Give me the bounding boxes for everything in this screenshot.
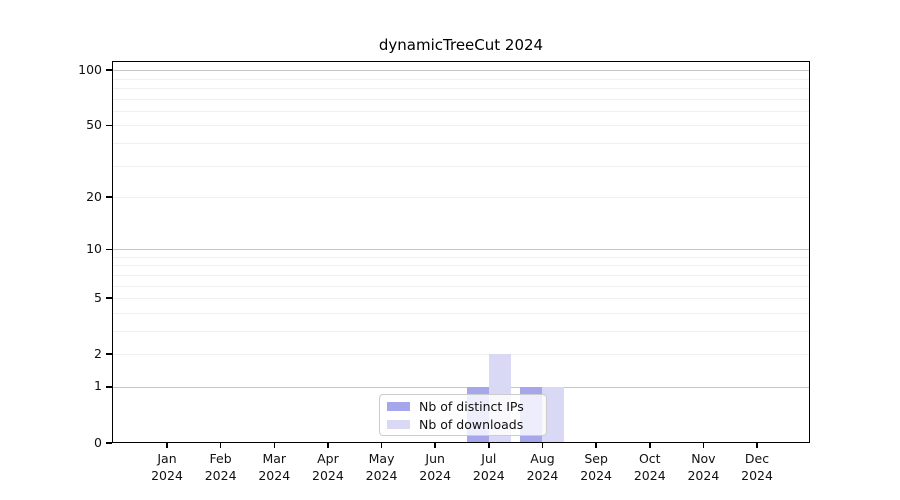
legend-label-distinct-ips: Nb of distinct IPs — [419, 398, 524, 414]
grid-line-minor — [112, 274, 810, 276]
grid-line-major — [112, 386, 810, 388]
x-tick-month: Jul — [481, 451, 497, 466]
x-tick-mark — [756, 443, 758, 448]
x-tick-label-feb: Feb 2024 — [191, 450, 251, 484]
grid-line-minor — [112, 78, 810, 80]
x-tick-mark — [649, 443, 651, 448]
y-tick-mark — [106, 248, 112, 250]
x-tick-label-oct: Oct 2024 — [620, 450, 680, 484]
legend-label-downloads: Nb of downloads — [419, 416, 524, 432]
y-tick-mark — [106, 353, 112, 355]
grid-line-minor — [112, 165, 810, 167]
x-tick-month: Nov — [691, 451, 716, 466]
y-tick-label: 20 — [86, 188, 102, 204]
x-tick-year: 2024 — [419, 468, 452, 483]
y-tick-label: 10 — [86, 240, 102, 256]
x-tick-month: Jan — [157, 451, 177, 466]
x-tick-year: 2024 — [312, 468, 344, 483]
y-tick-mark — [106, 442, 112, 444]
x-tick-mark — [434, 443, 436, 448]
grid-line-minor — [112, 125, 810, 127]
grid-line-minor — [112, 142, 810, 144]
x-tick-year: 2024 — [258, 468, 291, 483]
x-tick-year: 2024 — [151, 468, 183, 483]
grid-line-minor — [112, 110, 810, 112]
x-tick-month: Apr — [317, 451, 339, 466]
x-tick-month: Mar — [262, 451, 287, 466]
chart-title: dynamicTreeCut 2024 — [378, 36, 544, 54]
x-tick-mark — [702, 443, 705, 448]
grid-line-minor — [112, 354, 810, 356]
x-tick-label-jan: Jan 2024 — [137, 450, 197, 484]
y-tick-mark — [106, 297, 112, 299]
legend-swatch-downloads — [387, 419, 410, 429]
x-tick-month: Sep — [584, 451, 608, 466]
x-tick-year: 2024 — [204, 468, 237, 483]
legend-item-downloads: Nb of downloads — [387, 417, 538, 432]
x-tick-month: Feb — [209, 451, 232, 466]
x-tick-label-apr: Apr 2024 — [298, 450, 358, 484]
y-tick-label: 100 — [78, 61, 102, 77]
x-tick-year: 2024 — [633, 468, 666, 483]
grid-line-minor — [112, 256, 810, 258]
x-tick-mark — [595, 443, 597, 448]
grid-line-minor — [112, 330, 810, 332]
grid-line-major — [112, 70, 810, 72]
y-tick-mark — [106, 124, 112, 127]
y-tick-label: 0 — [94, 434, 102, 450]
x-tick-label-mar: Mar 2024 — [244, 450, 304, 484]
x-tick-mark — [273, 443, 276, 448]
grid-line-minor — [112, 285, 810, 287]
x-tick-year: 2024 — [365, 468, 398, 483]
bar-downloads-aug — [542, 386, 565, 443]
x-tick-label-jul: Jul 2024 — [459, 450, 519, 484]
legend-item-distinct-ips: Nb of distinct IPs — [387, 399, 538, 414]
x-tick-mark — [488, 443, 490, 448]
grid-line-minor — [112, 265, 810, 267]
grid-line-minor — [112, 197, 810, 198]
x-tick-year: 2024 — [687, 468, 720, 483]
x-tick-label-nov: Nov 2024 — [673, 450, 733, 484]
y-tick-label: 1 — [94, 378, 102, 394]
y-tick-label: 5 — [94, 289, 102, 305]
legend-swatch-distinct-ips — [387, 401, 410, 411]
x-tick-month: Oct — [638, 451, 661, 466]
y-tick-mark — [106, 69, 112, 71]
y-tick-mark — [106, 386, 112, 388]
x-tick-mark — [380, 443, 383, 448]
x-tick-month: May — [368, 451, 395, 466]
legend: Nb of distinct IPs Nb of downloads — [379, 394, 547, 436]
x-tick-year: 2024 — [741, 468, 773, 483]
x-tick-label-may: May 2024 — [352, 450, 412, 484]
grid-line-major — [112, 249, 810, 251]
y-tick-label: 50 — [86, 116, 102, 132]
x-tick-mark — [166, 443, 168, 448]
x-tick-month: Aug — [530, 451, 555, 466]
x-tick-mark — [327, 443, 329, 448]
x-tick-year: 2024 — [526, 468, 559, 483]
x-tick-label-dec: Dec 2024 — [727, 450, 787, 484]
x-tick-month: Dec — [744, 451, 770, 466]
y-tick-mark — [106, 196, 112, 198]
x-tick-label-aug: Aug 2024 — [512, 450, 572, 484]
grid-line-minor — [112, 312, 810, 314]
x-tick-year: 2024 — [472, 468, 505, 483]
grid-line-minor — [112, 298, 810, 300]
grid-line-minor — [112, 98, 810, 100]
plot-border — [112, 61, 810, 443]
y-tick-label: 2 — [94, 345, 102, 361]
x-tick-month: Jun — [425, 451, 445, 466]
x-tick-mark — [541, 443, 544, 448]
x-tick-year: 2024 — [580, 468, 613, 483]
grid-line-minor — [112, 87, 810, 89]
x-tick-mark — [219, 443, 222, 448]
x-tick-label-sep: Sep 2024 — [566, 450, 626, 484]
x-tick-label-jun: Jun 2024 — [405, 450, 465, 484]
